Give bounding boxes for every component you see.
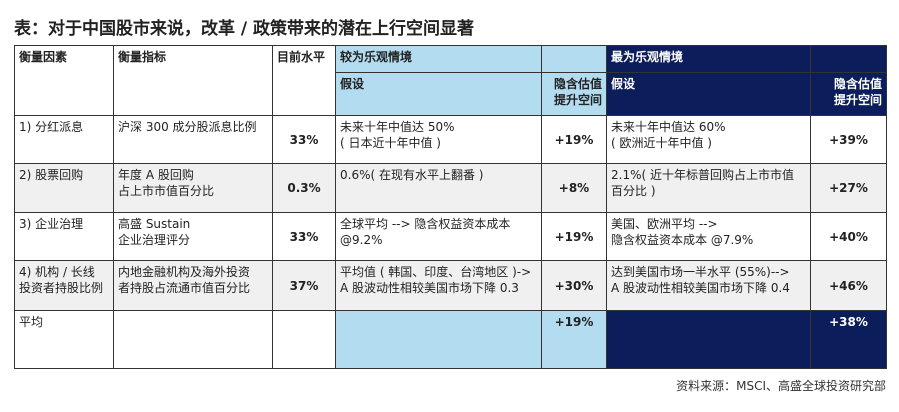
title: 表：对于中国股市来说，改革 / 政策带来的潜在上行空间显著 xyxy=(14,19,475,39)
cell: +27% xyxy=(810,163,887,213)
data-row: 2) 股票回购 年度 A 股回购 占上市市值百分比 0.3% 0.6%( 在现有水平上… xyxy=(14,163,887,213)
cell: 0.3% xyxy=(272,163,336,213)
header-cell: 假设 xyxy=(335,72,542,116)
cell: +19% xyxy=(541,310,607,369)
cell: 未来十年中值达 60% ( 欧洲近十年中值 ) xyxy=(606,115,811,164)
header-cell: 最为乐观情境 xyxy=(606,45,811,73)
cell: 年度 A 股回购 占上市市值百分比 xyxy=(113,163,273,213)
cell: 33% xyxy=(272,115,336,164)
table-body: 1) 分红派息 沪深 300 成分股派息比例 33% 未来十年中值达 50% ( 日本… xyxy=(14,115,887,311)
cell: 平均 xyxy=(14,310,114,369)
cell: +8% xyxy=(541,163,607,213)
header-cell: 隐含估值 提升空间 xyxy=(810,72,887,116)
header-cell: 衡量指标 xyxy=(113,45,273,116)
header-cell: 目前水平 xyxy=(272,45,336,116)
cell: +38% xyxy=(810,310,887,369)
cell: 4) 机构 / 长线 投资者持股比例 xyxy=(14,260,114,311)
cell: 2) 股票回购 xyxy=(14,163,114,213)
cell xyxy=(113,310,273,369)
header-cell: 衡量因素 xyxy=(14,45,114,116)
cell: 平均值 ( 韩国、印度、台湾地区 )-> A 股波动性相较美国市场下降 0.3 xyxy=(335,260,542,311)
data-row: 3) 企业治理 高盛 Sustain 企业治理评分 33% 全球平均 --> 隐含权益… xyxy=(14,212,887,261)
cell: +30% xyxy=(541,260,607,311)
average-row: 平均 +19% +38% xyxy=(14,310,887,369)
header-cell: 隐含估值 提升空间 xyxy=(541,72,607,116)
cell: 达到美国市场一半水平 (55%)--> A 股波动性相较美国市场下降 0.4 xyxy=(606,260,811,311)
source: 资料来源：MSCI、高盛全球投资研究部 xyxy=(676,379,886,393)
cell: +19% xyxy=(541,212,607,261)
cell: 1) 分红派息 xyxy=(14,115,114,164)
table: 衡量因素 衡量指标 目前水平 较为乐观情境 最为乐观情境 假设 隐含估值 提升空… xyxy=(14,45,887,369)
cell: 内地金融机构及海外投资 者持股占流通市值百分比 xyxy=(113,260,273,311)
cell: 3) 企业治理 xyxy=(14,212,114,261)
cell: 高盛 Sustain 企业治理评分 xyxy=(113,212,273,261)
data-row: 1) 分红派息 沪深 300 成分股派息比例 33% 未来十年中值达 50% ( 日本… xyxy=(14,115,887,164)
cell: +46% xyxy=(810,260,887,311)
cell: 全球平均 --> 隐含权益资本成本 @9.2% xyxy=(335,212,542,261)
cell: 未来十年中值达 50% ( 日本近十年中值 ) xyxy=(335,115,542,164)
cell: 37% xyxy=(272,260,336,311)
cell xyxy=(606,310,811,369)
cell: +40% xyxy=(810,212,887,261)
header-cell xyxy=(810,45,887,73)
cell: +19% xyxy=(541,115,607,164)
cell: 33% xyxy=(272,212,336,261)
header-cell: 较为乐观情境 xyxy=(335,45,542,73)
cell: 0.6%( 在现有水平上翻番 ) xyxy=(335,163,542,213)
cell xyxy=(335,310,542,369)
cell xyxy=(272,310,336,369)
header-cell: 假设 xyxy=(606,72,811,116)
cell: 沪深 300 成分股派息比例 xyxy=(113,115,273,164)
cell: 2.1%( 近十年标普回购占上市市值 百分比 ) xyxy=(606,163,811,213)
data-row: 4) 机构 / 长线 投资者持股比例 内地金融机构及海外投资 者持股占流通市值百分… xyxy=(14,260,887,311)
header-row: 衡量因素 衡量指标 目前水平 较为乐观情境 最为乐观情境 xyxy=(14,45,887,116)
cell: +39% xyxy=(810,115,887,164)
header-row: 假设 隐含估值 提升空间 假设 隐含估值 提升空间 xyxy=(15,72,887,116)
header-cell xyxy=(541,45,607,73)
cell: 美国、欧洲平均 --> 隐含权益资本成本 @7.9% xyxy=(606,212,811,261)
